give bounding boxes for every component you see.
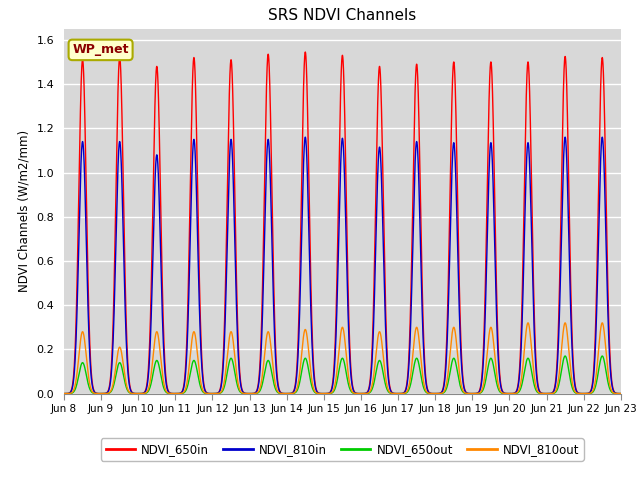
NDVI_650in xyxy=(617,391,625,396)
Title: SRS NDVI Channels: SRS NDVI Channels xyxy=(268,9,417,24)
Line: NDVI_650in: NDVI_650in xyxy=(64,52,621,394)
NDVI_650out xyxy=(414,357,422,363)
NDVI_650out xyxy=(473,391,481,396)
NDVI_650out xyxy=(60,391,68,396)
NDVI_810out xyxy=(390,391,397,396)
NDVI_650in xyxy=(473,390,481,396)
NDVI_810out xyxy=(502,391,510,396)
NDVI_650out xyxy=(561,353,569,359)
NDVI_810out xyxy=(262,342,269,348)
NDVI_810in xyxy=(561,134,569,140)
NDVI_810out xyxy=(561,320,569,326)
NDVI_810in xyxy=(262,191,269,196)
Text: WP_met: WP_met xyxy=(72,43,129,56)
NDVI_650in xyxy=(390,390,397,396)
NDVI_810in xyxy=(390,391,397,396)
NDVI_810in xyxy=(502,391,510,396)
NDVI_650out xyxy=(262,365,269,371)
Legend: NDVI_650in, NDVI_810in, NDVI_650out, NDVI_810out: NDVI_650in, NDVI_810in, NDVI_650out, NDV… xyxy=(101,438,584,461)
NDVI_650out xyxy=(390,391,397,396)
Line: NDVI_650out: NDVI_650out xyxy=(64,356,621,394)
NDVI_810in xyxy=(414,150,422,156)
NDVI_810in xyxy=(473,391,481,396)
NDVI_810out xyxy=(414,327,422,333)
Line: NDVI_810out: NDVI_810out xyxy=(64,323,621,394)
NDVI_650out xyxy=(88,389,96,395)
NDVI_650in xyxy=(301,49,309,55)
Line: NDVI_810in: NDVI_810in xyxy=(64,137,621,394)
NDVI_650in xyxy=(414,78,422,84)
NDVI_810out xyxy=(473,391,481,396)
NDVI_650in xyxy=(503,391,511,396)
NDVI_650out xyxy=(617,391,625,396)
NDVI_650in xyxy=(88,377,96,383)
NDVI_810out xyxy=(88,388,96,394)
NDVI_810out xyxy=(617,391,625,396)
NDVI_810in xyxy=(60,391,68,396)
NDVI_810out xyxy=(60,391,68,396)
NDVI_650in xyxy=(60,391,68,396)
NDVI_650out xyxy=(502,391,510,396)
NDVI_810in xyxy=(88,381,96,386)
NDVI_810in xyxy=(617,391,625,396)
NDVI_650in xyxy=(262,124,269,130)
Y-axis label: NDVI Channels (W/m2/mm): NDVI Channels (W/m2/mm) xyxy=(18,130,31,292)
